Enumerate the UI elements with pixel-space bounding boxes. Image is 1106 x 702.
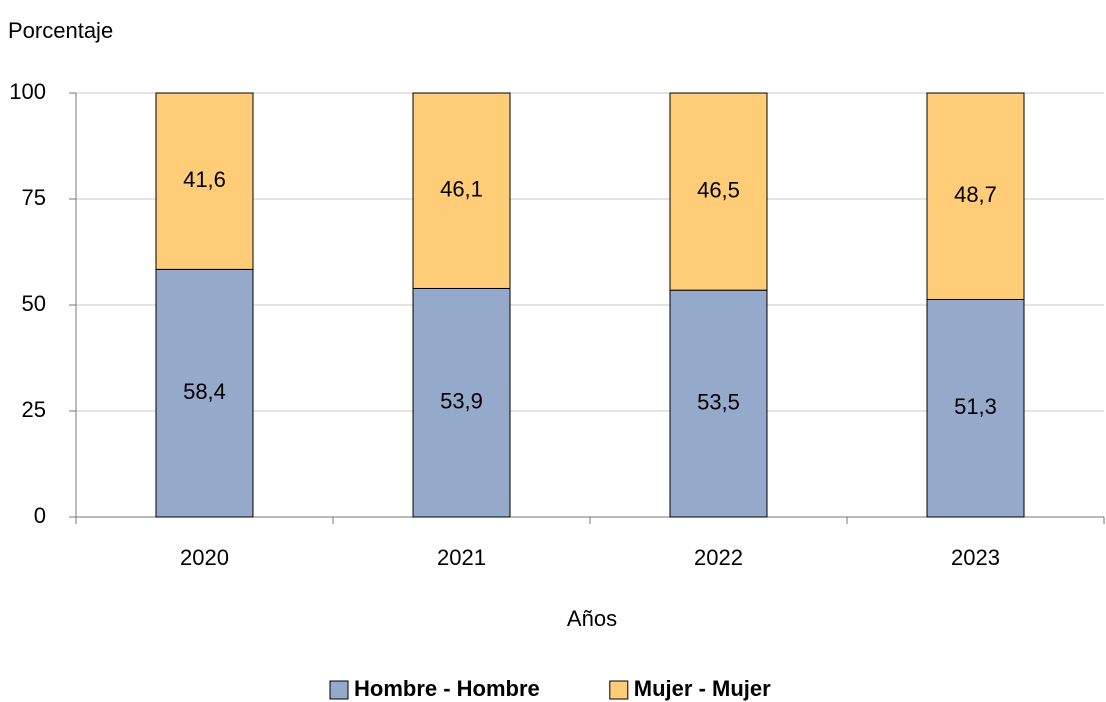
data-label: 53,5: [697, 389, 740, 414]
data-label: 58,4: [183, 379, 226, 404]
legend-label: Mujer - Mujer: [634, 676, 771, 701]
data-label: 51,3: [954, 394, 997, 419]
legend-label: Hombre - Hombre: [354, 676, 540, 701]
data-label: 46,5: [697, 177, 740, 202]
x-axis-label: Años: [567, 606, 617, 631]
bar-segment: [155, 268, 254, 518]
legend-swatch: [329, 680, 349, 700]
x-tick-label: 2022: [694, 545, 743, 570]
data-label: 41,6: [183, 167, 226, 192]
legend-swatch: [609, 680, 629, 700]
x-tick-label: 2020: [180, 545, 229, 570]
data-label: 48,7: [954, 182, 997, 207]
y-axis-label: Porcentaje: [8, 18, 113, 43]
y-tick-label: 0: [34, 503, 46, 528]
bar-segment: [926, 92, 1025, 300]
data-label: 46,1: [440, 177, 483, 202]
bar-segment: [926, 298, 1025, 518]
bar-segment: [669, 289, 768, 518]
bar-segment: [412, 92, 511, 289]
x-tick-label: 2023: [951, 545, 1000, 570]
x-tick-label: 2021: [437, 545, 486, 570]
y-tick-label: 100: [9, 79, 46, 104]
bar-segment: [669, 92, 768, 291]
y-tick-label: 75: [22, 185, 46, 210]
data-label: 53,9: [440, 389, 483, 414]
y-tick-label: 50: [22, 291, 46, 316]
bar-segment: [155, 92, 254, 270]
y-tick-label: 25: [22, 397, 46, 422]
bar-segment: [412, 287, 511, 518]
